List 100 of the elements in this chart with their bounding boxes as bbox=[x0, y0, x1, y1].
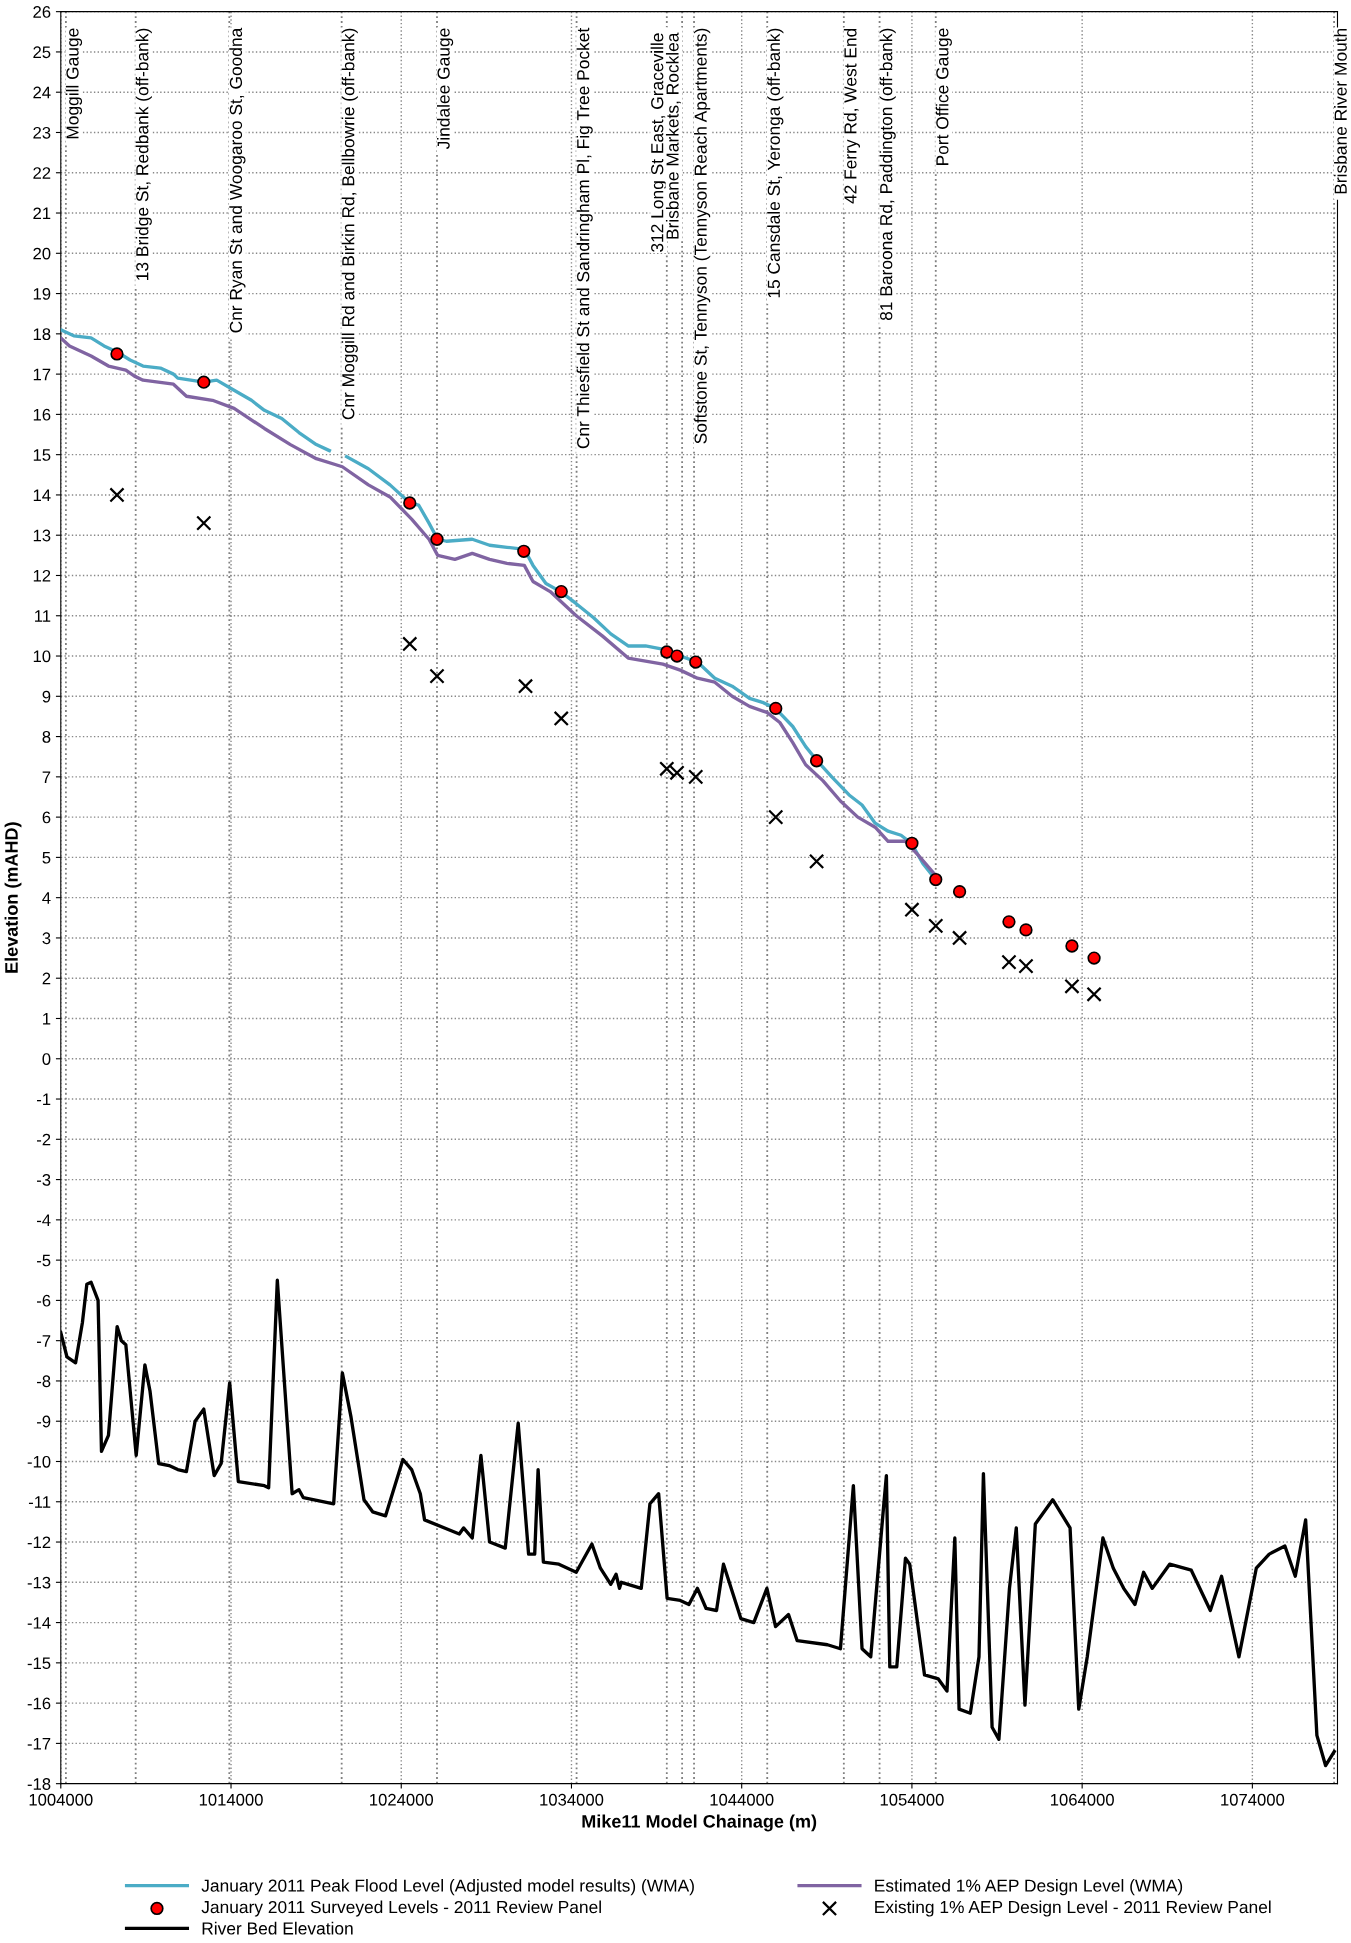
point bbox=[1064, 978, 1080, 994]
y-tick-label: 25 bbox=[33, 46, 51, 59]
point bbox=[905, 836, 919, 850]
point bbox=[952, 884, 967, 899]
y-tick-label: -9 bbox=[36, 1415, 51, 1428]
x-tick-label: 1074000 bbox=[1221, 1793, 1285, 1806]
point bbox=[1087, 951, 1101, 965]
x-axis-title: Mike11 Model Chainage (m) bbox=[582, 1814, 817, 1832]
y-tick-label: 14 bbox=[33, 489, 51, 501]
y-tick-label: -2 bbox=[36, 1133, 51, 1146]
point bbox=[1018, 958, 1034, 974]
point bbox=[554, 584, 568, 599]
ref-line-label: Cnr Thiesfield St and Sandringham Pl, Fig Tree Pocket bbox=[576, 27, 593, 449]
ref-line-label: 81 Baroona Rd, Paddington (off-bank) bbox=[879, 28, 896, 321]
y-tick-label: 13 bbox=[33, 529, 51, 542]
y-tick-label: -5 bbox=[36, 1254, 51, 1267]
point bbox=[769, 701, 783, 716]
point bbox=[768, 809, 784, 825]
y-tick-label: -12 bbox=[27, 1536, 51, 1549]
y-tick-label: -16 bbox=[27, 1697, 51, 1710]
ref-line-label: 15 Cansdale St, Yeronga (off-bank) bbox=[767, 28, 784, 298]
y-tick-label: 20 bbox=[33, 247, 51, 260]
point bbox=[660, 645, 674, 659]
x-tick-label: 1064000 bbox=[1050, 1793, 1114, 1806]
y-tick-label: 4 bbox=[42, 892, 51, 904]
x-tick-label: 1054000 bbox=[880, 1793, 944, 1806]
point bbox=[659, 761, 675, 777]
point bbox=[1086, 986, 1102, 1003]
point bbox=[402, 636, 418, 652]
x-tick-label: 1004000 bbox=[29, 1793, 93, 1806]
point bbox=[197, 375, 211, 389]
y-tick-label: 5 bbox=[42, 851, 51, 864]
point bbox=[688, 769, 704, 785]
point bbox=[553, 710, 569, 727]
y-tick-label: 3 bbox=[42, 932, 51, 945]
point bbox=[808, 853, 825, 870]
y-tick-label: -17 bbox=[27, 1737, 51, 1750]
y-tick-label: -18 bbox=[27, 1778, 51, 1790]
point bbox=[517, 544, 531, 558]
legend-label: Existing 1% AEP Design Level - 2011 Review Panel bbox=[875, 1900, 1271, 1917]
ref-line-label: 42 Ferry Rd, West End bbox=[843, 28, 861, 204]
y-tick-label: 7 bbox=[42, 771, 51, 783]
y-tick-label: -10 bbox=[27, 1455, 51, 1468]
legend-label: Estimated 1% AEP Design Level (WMA) bbox=[875, 1879, 1183, 1896]
point bbox=[689, 655, 703, 669]
point bbox=[951, 930, 968, 946]
y-tick-label: 12 bbox=[33, 569, 51, 582]
legend-label: January 2011 Surveyed Levels - 2011 Review Panel bbox=[201, 1900, 601, 1917]
point bbox=[109, 487, 125, 503]
point bbox=[403, 496, 417, 510]
point bbox=[928, 918, 944, 934]
legend-label: January 2011 Peak Flood Level (Adjusted model results) (WMA) bbox=[201, 1879, 694, 1896]
y-tick-label: 6 bbox=[42, 811, 51, 824]
x-tick-label: 1024000 bbox=[370, 1793, 434, 1806]
point bbox=[517, 678, 534, 694]
point bbox=[430, 532, 444, 546]
legend-label: River Bed Elevation bbox=[202, 1921, 353, 1935]
y-tick-label: 19 bbox=[33, 287, 51, 300]
y-tick-label: 17 bbox=[33, 368, 51, 381]
ref-line-label: Softstone St, Tennyson (Tennyson Reach Apartments) bbox=[694, 28, 711, 444]
y-tick-label: -8 bbox=[36, 1375, 51, 1388]
y-tick-label: 1 bbox=[43, 1013, 51, 1025]
point bbox=[1065, 939, 1079, 953]
x-tick-label: 1044000 bbox=[710, 1793, 774, 1806]
y-tick-label: 23 bbox=[33, 126, 51, 139]
y-tick-label: 11 bbox=[35, 610, 51, 622]
ref-line-label: Jindalee Gauge bbox=[436, 28, 454, 150]
y-tick-label: -4 bbox=[36, 1214, 51, 1226]
y-tick-label: 22 bbox=[33, 167, 51, 179]
y-tick-label: -7 bbox=[36, 1335, 51, 1347]
ref-line-label: Port Office Gauge bbox=[935, 28, 952, 165]
point bbox=[670, 649, 684, 663]
point bbox=[196, 515, 212, 531]
point bbox=[429, 668, 445, 684]
y-tick-label: -1 bbox=[36, 1093, 51, 1106]
y-tick-label: 10 bbox=[33, 650, 51, 663]
y-tick-label: 0 bbox=[42, 1053, 51, 1065]
y-tick-label: 21 bbox=[33, 207, 51, 220]
ref-line-label: 13 Bridge St, Redbank (off-bank) bbox=[135, 28, 152, 280]
x-tick-label: 1034000 bbox=[540, 1793, 604, 1806]
ref-line-label: Cnr Moggill Rd and Birkin Rd, Bellbowrie (off-bank) bbox=[341, 28, 358, 420]
point bbox=[809, 754, 824, 768]
point bbox=[904, 902, 920, 918]
y-tick-label: 18 bbox=[33, 328, 51, 341]
point bbox=[929, 872, 943, 887]
ref-line-label: 312 Long St East, Graceville bbox=[650, 33, 667, 252]
y-tick-label: -15 bbox=[27, 1657, 51, 1670]
y-tick-label: -11 bbox=[28, 1496, 51, 1508]
point bbox=[1002, 915, 1016, 929]
point bbox=[669, 765, 685, 781]
x-tick-label: 1014000 bbox=[199, 1793, 263, 1806]
y-tick-label: 2 bbox=[42, 972, 51, 985]
y-axis-title: Elevation (mAHD) bbox=[4, 822, 22, 973]
point bbox=[1019, 923, 1033, 937]
y-tick-label: -6 bbox=[36, 1294, 51, 1307]
y-tick-label: 16 bbox=[33, 408, 51, 421]
y-tick-label: 8 bbox=[42, 730, 51, 743]
y-tick-label: 24 bbox=[33, 86, 51, 99]
y-tick-label: 15 bbox=[33, 449, 51, 461]
ref-line-label: Cnr Ryan St and Woogaroo St, Goodna bbox=[229, 27, 246, 333]
